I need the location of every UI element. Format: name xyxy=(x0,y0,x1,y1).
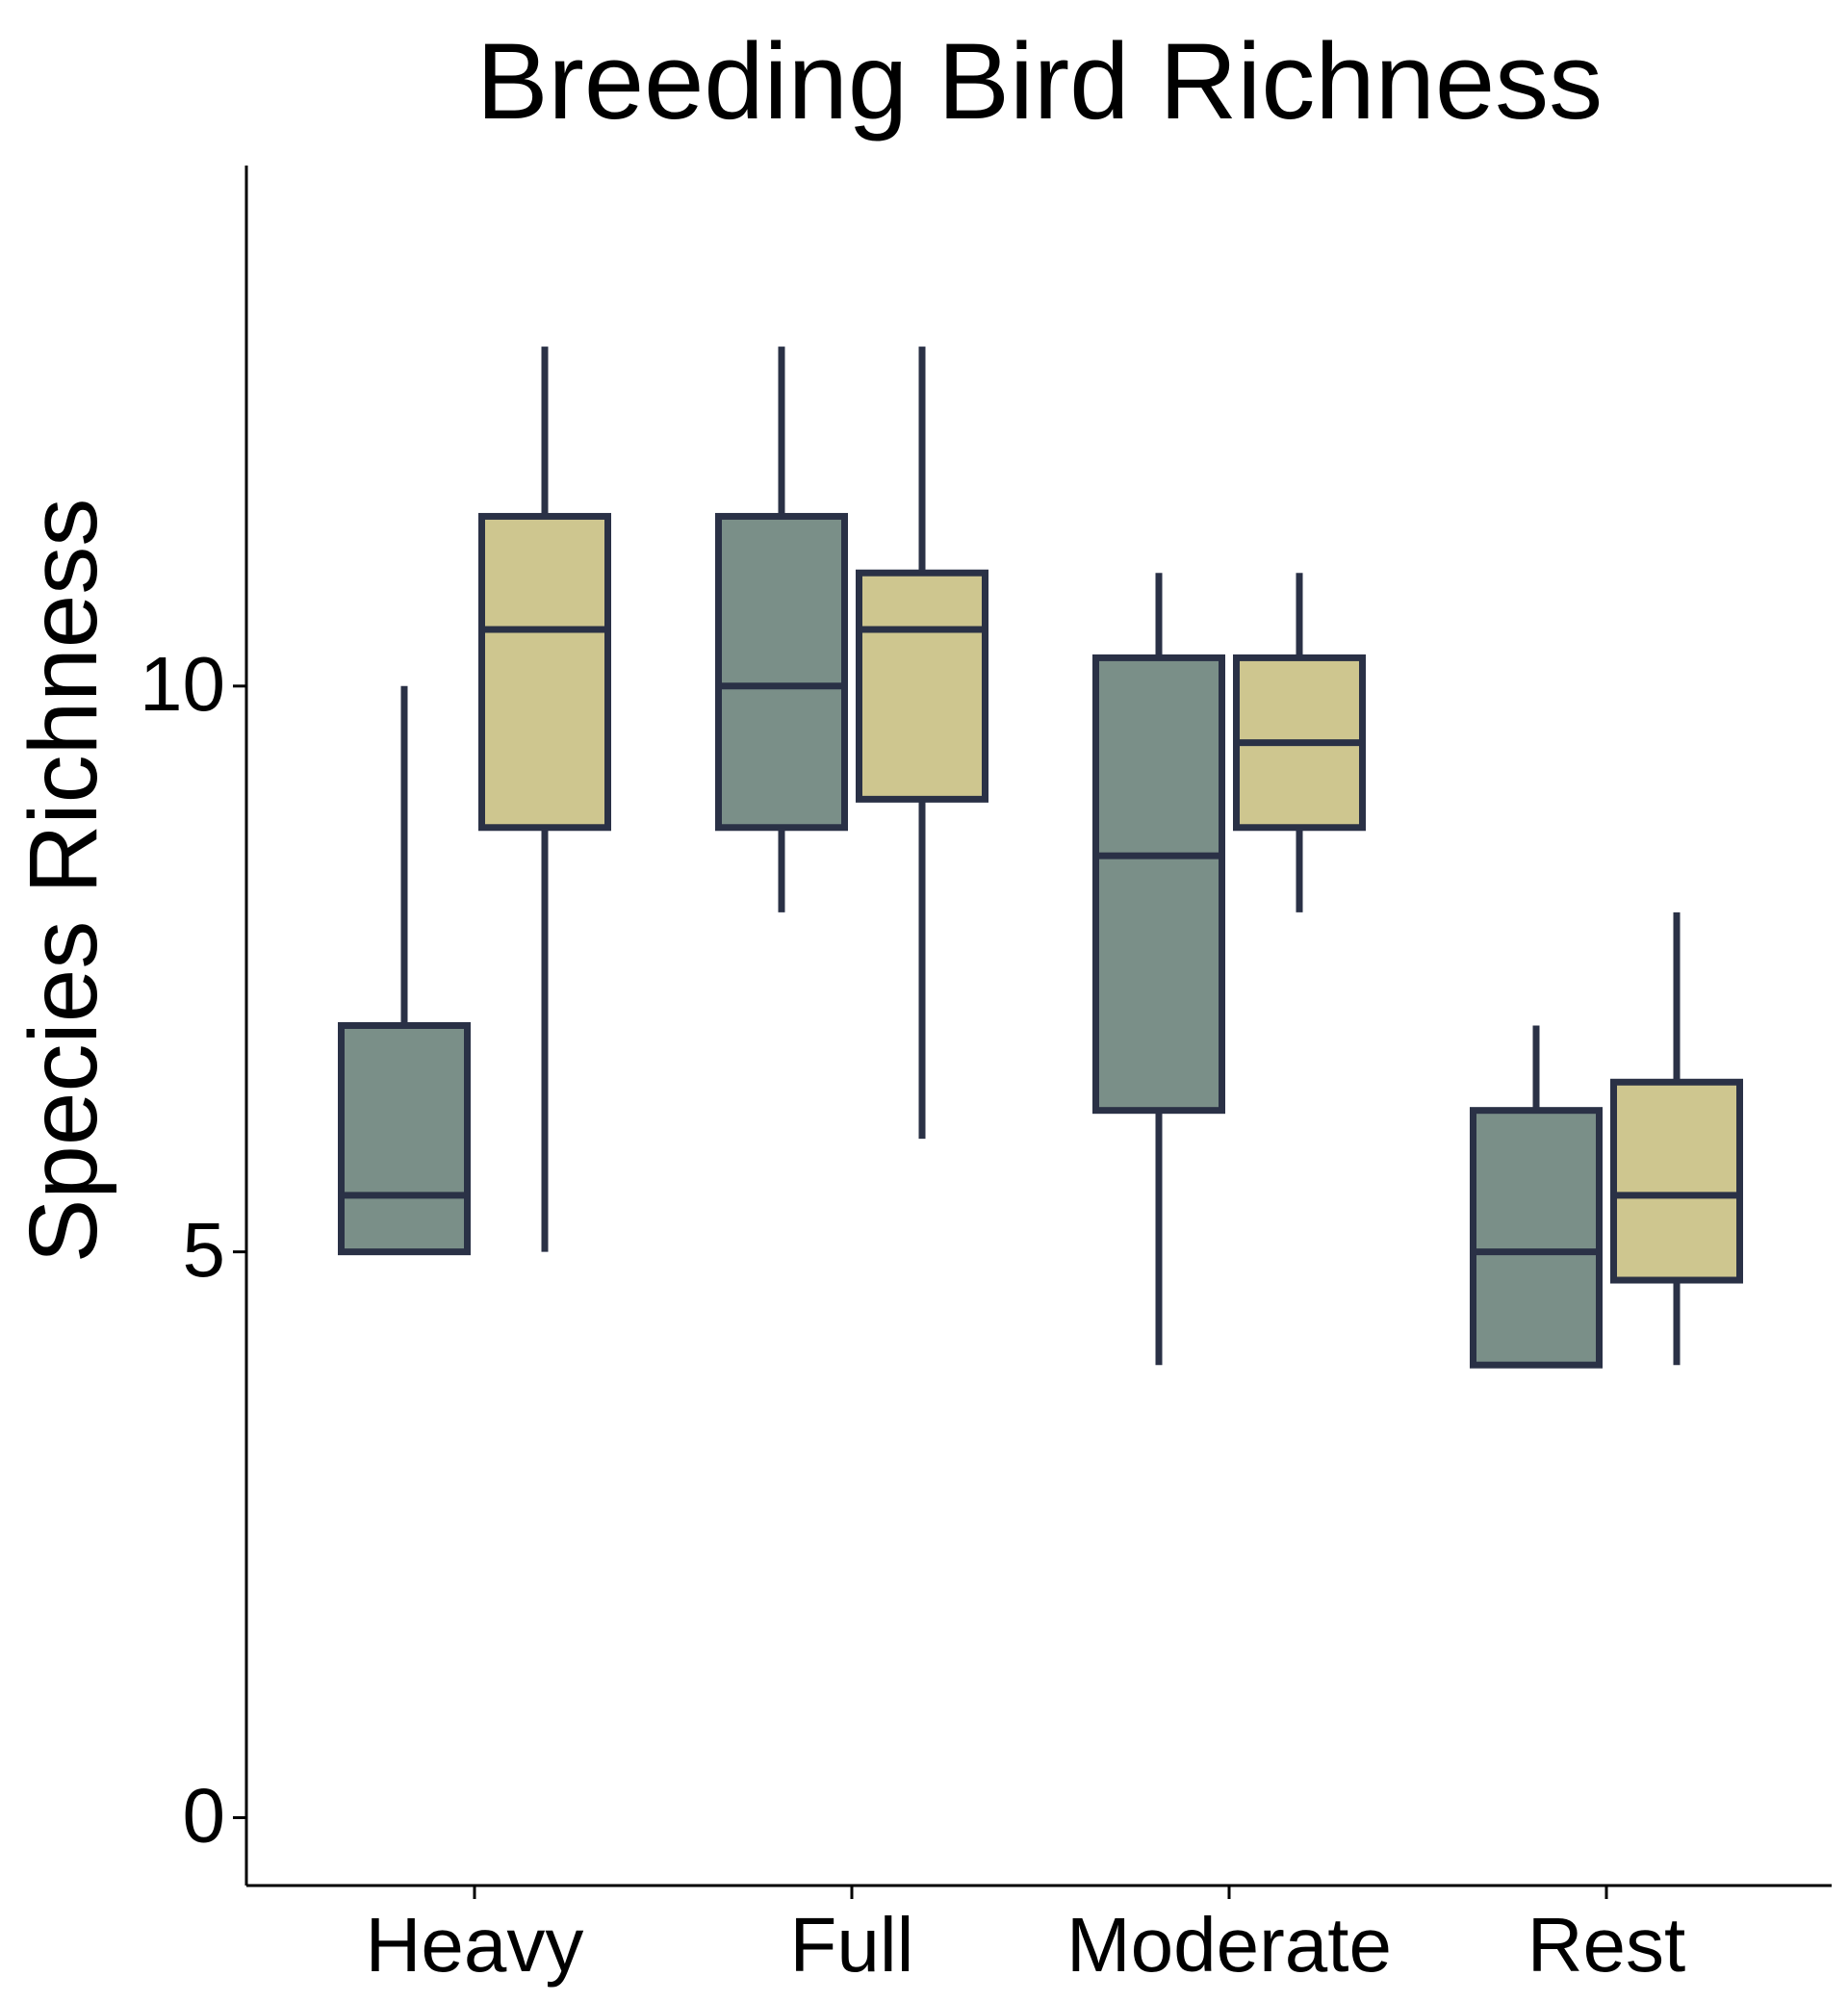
y-axis-title: Species Richness xyxy=(10,499,117,1264)
y-ticks: 0 5 10 xyxy=(140,641,246,1859)
x-ticks: Heavy Full Moderate Rest xyxy=(366,1886,1686,1988)
x-tick-label: Full xyxy=(790,1902,914,1988)
box-full-2 xyxy=(856,346,988,1140)
box-heavy-2 xyxy=(478,346,611,1252)
box-body xyxy=(1610,1078,1743,1284)
x-tick-label: Moderate xyxy=(1066,1902,1392,1988)
boxes xyxy=(338,346,1743,1369)
box-body xyxy=(338,1022,471,1256)
box-body xyxy=(1092,654,1225,1115)
box-body xyxy=(478,512,611,832)
x-tick-label: Rest xyxy=(1527,1902,1686,1988)
box-heavy-1 xyxy=(338,685,471,1256)
y-tick-label: 0 xyxy=(183,1773,226,1859)
box-rest-2 xyxy=(1610,911,1743,1366)
y-tick-label: 5 xyxy=(183,1207,226,1293)
box-moderate-2 xyxy=(1233,573,1366,912)
y-tick-label: 10 xyxy=(140,641,225,727)
box-body xyxy=(1470,1107,1603,1369)
box-moderate-1 xyxy=(1092,573,1225,1366)
box-full-1 xyxy=(715,346,848,912)
x-tick-label: Heavy xyxy=(366,1902,584,1988)
box-rest-1 xyxy=(1470,1025,1603,1369)
box-body xyxy=(715,512,848,832)
chart-title: Breeding Bird Richness xyxy=(475,21,1604,141)
box-body xyxy=(856,569,988,803)
